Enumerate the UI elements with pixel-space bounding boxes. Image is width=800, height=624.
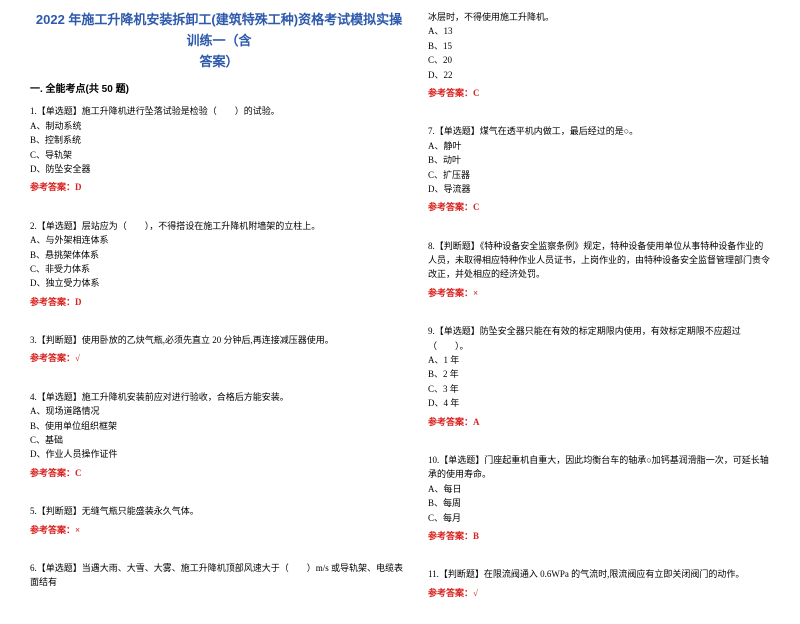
question-6-part1: 6.【单选题】当遇大雨、大雪、大雾、施工升降机顶部风速大于（ ）m/s 或导轨架… [30, 561, 408, 590]
answer-label: 参考答案： [30, 468, 75, 478]
question-text: 7.【单选题】煤气在透平机内做工，最后经过的是○。 [428, 124, 770, 138]
answer-value: D [75, 297, 82, 307]
option-d: D、防坠安全器 [30, 162, 408, 176]
option-b: B、动叶 [428, 153, 770, 167]
option-a: A、静叶 [428, 139, 770, 153]
answer: 参考答案：√ [428, 586, 770, 600]
option-b: B、控制系统 [30, 133, 408, 147]
title-line-1: 2022 年施工升降机安装拆卸工(建筑特殊工种)资格考试模拟实操训练一（含 [30, 10, 408, 52]
document-page: 2022 年施工升降机安装拆卸工(建筑特殊工种)资格考试模拟实操训练一（含 答案… [0, 0, 800, 624]
question-8: 8.【判断题】《特种设备安全监察条例》规定，特种设备使用单位从事特种设备作业的人… [428, 239, 770, 301]
answer-value: √ [473, 588, 478, 598]
answer-value: C [473, 202, 480, 212]
answer-label: 参考答案： [428, 531, 473, 541]
option-a: A、1 年 [428, 353, 770, 367]
answer-value: C [75, 468, 82, 478]
question-text: 4.【单选题】施工升降机安装前应对进行验收，合格后方能安装。 [30, 390, 408, 404]
answer-label: 参考答案： [428, 88, 473, 98]
question-text: 5.【判断题】无缝气瓶只能盛装永久气体。 [30, 504, 408, 518]
question-1: 1.【单选题】施工升降机进行坠落试验是检验（ ）的试验。 A、制动系统 B、控制… [30, 104, 408, 194]
question-2: 2.【单选题】层站应为（ ），不得搭设在施工升降机附墙架的立柱上。 A、与外架相… [30, 219, 408, 309]
title-line-2: 答案） [30, 52, 408, 73]
question-text: 6.【单选题】当遇大雨、大雪、大雾、施工升降机顶部风速大于（ ）m/s 或导轨架… [30, 561, 408, 590]
question-text: 3.【判断题】使用卧放的乙炔气瓶,必须先直立 20 分钟后,再连接减压器使用。 [30, 333, 408, 347]
option-a: A、现场道路情况 [30, 404, 408, 418]
answer: 参考答案：D [30, 180, 408, 194]
question-text: 10.【单选题】门座起重机自重大，因此均衡台车的轴承○加钙基润滑脂一次，可延长轴… [428, 453, 770, 482]
question-text: 冰层时，不得使用施工升降机。 [428, 10, 770, 24]
option-c: C、基础 [30, 433, 408, 447]
answer: 参考答案：B [428, 529, 770, 543]
answer-value: B [473, 531, 479, 541]
answer-label: 参考答案： [428, 202, 473, 212]
question-text: 9.【单选题】防坠安全器只能在有效的标定期限内使用，有效标定期限不应超过（ ）。 [428, 324, 770, 353]
answer: 参考答案：D [30, 295, 408, 309]
answer-value: D [75, 182, 82, 192]
option-b: B、2 年 [428, 367, 770, 381]
option-c: C、3 年 [428, 382, 770, 396]
question-11: 11.【判断题】在限流阀通入 0.6WPa 的气流时,限流阀应有立即关闭阀门的动… [428, 567, 770, 600]
answer: 参考答案：× [30, 523, 408, 537]
question-6-part2: 冰层时，不得使用施工升降机。 A、13 B、15 C、20 D、22 参考答案：… [428, 10, 770, 100]
question-7: 7.【单选题】煤气在透平机内做工，最后经过的是○。 A、静叶 B、动叶 C、扩压… [428, 124, 770, 214]
right-column: 冰层时，不得使用施工升降机。 A、13 B、15 C、20 D、22 参考答案：… [418, 10, 780, 614]
option-d: D、22 [428, 68, 770, 82]
question-text: 11.【判断题】在限流阀通入 0.6WPa 的气流时,限流阀应有立即关闭阀门的动… [428, 567, 770, 581]
option-a: A、制动系统 [30, 119, 408, 133]
answer: 参考答案：× [428, 286, 770, 300]
question-4: 4.【单选题】施工升降机安装前应对进行验收，合格后方能安装。 A、现场道路情况 … [30, 390, 408, 480]
answer-value: A [473, 417, 480, 427]
option-c: C、20 [428, 53, 770, 67]
option-b: B、悬挑架体体系 [30, 248, 408, 262]
question-5: 5.【判断题】无缝气瓶只能盛装永久气体。 参考答案：× [30, 504, 408, 537]
answer-label: 参考答案： [428, 288, 473, 298]
question-text: 8.【判断题】《特种设备安全监察条例》规定，特种设备使用单位从事特种设备作业的人… [428, 239, 770, 282]
option-c: C、导轨架 [30, 148, 408, 162]
answer: 参考答案：C [428, 86, 770, 100]
answer: 参考答案：√ [30, 351, 408, 365]
option-c: C、每月 [428, 511, 770, 525]
option-a: A、每日 [428, 482, 770, 496]
option-d: D、独立受力体系 [30, 276, 408, 290]
document-title: 2022 年施工升降机安装拆卸工(建筑特殊工种)资格考试模拟实操训练一（含 答案… [30, 10, 408, 72]
answer-label: 参考答案： [30, 182, 75, 192]
option-d: D、导流器 [428, 182, 770, 196]
answer: 参考答案：C [30, 466, 408, 480]
question-text: 2.【单选题】层站应为（ ），不得搭设在施工升降机附墙架的立柱上。 [30, 219, 408, 233]
left-column: 2022 年施工升降机安装拆卸工(建筑特殊工种)资格考试模拟实操训练一（含 答案… [20, 10, 418, 614]
answer-label: 参考答案： [30, 525, 75, 535]
option-d: D、作业人员操作证件 [30, 447, 408, 461]
section-heading: 一. 全能考点(共 50 题) [30, 82, 408, 98]
option-b: B、15 [428, 39, 770, 53]
answer: 参考答案：A [428, 415, 770, 429]
option-b: B、每周 [428, 496, 770, 510]
question-text: 1.【单选题】施工升降机进行坠落试验是检验（ ）的试验。 [30, 104, 408, 118]
option-a: A、与外架相连体系 [30, 233, 408, 247]
answer: 参考答案：C [428, 200, 770, 214]
answer-label: 参考答案： [428, 588, 473, 598]
question-10: 10.【单选题】门座起重机自重大，因此均衡台车的轴承○加钙基润滑脂一次，可延长轴… [428, 453, 770, 543]
option-d: D、4 年 [428, 396, 770, 410]
answer-label: 参考答案： [30, 353, 75, 363]
question-3: 3.【判断题】使用卧放的乙炔气瓶,必须先直立 20 分钟后,再连接减压器使用。 … [30, 333, 408, 366]
question-9: 9.【单选题】防坠安全器只能在有效的标定期限内使用，有效标定期限不应超过（ ）。… [428, 324, 770, 429]
answer-label: 参考答案： [30, 297, 75, 307]
answer-value: × [75, 525, 80, 535]
option-c: C、非受力体系 [30, 262, 408, 276]
option-a: A、13 [428, 24, 770, 38]
answer-value: C [473, 88, 480, 98]
answer-value: √ [75, 353, 80, 363]
option-c: C、扩压器 [428, 168, 770, 182]
answer-value: × [473, 288, 478, 298]
answer-label: 参考答案： [428, 417, 473, 427]
option-b: B、使用单位组织框架 [30, 419, 408, 433]
